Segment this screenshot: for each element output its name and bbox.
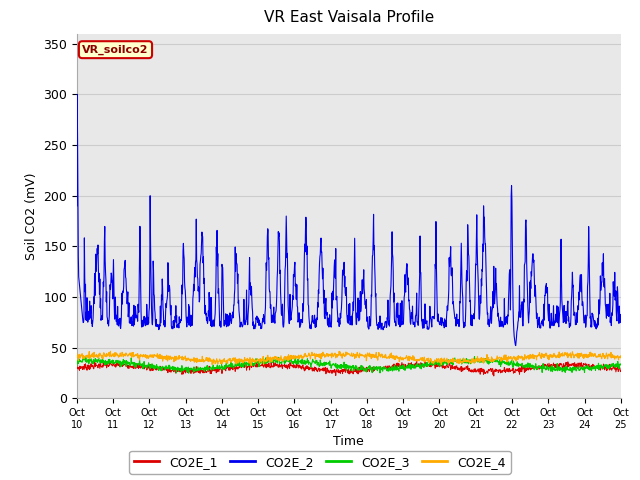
X-axis label: Time: Time <box>333 435 364 448</box>
Y-axis label: Soil CO2 (mV): Soil CO2 (mV) <box>25 172 38 260</box>
Text: VR_soilco2: VR_soilco2 <box>82 45 148 55</box>
Title: VR East Vaisala Profile: VR East Vaisala Profile <box>264 11 434 25</box>
Legend: CO2E_1, CO2E_2, CO2E_3, CO2E_4: CO2E_1, CO2E_2, CO2E_3, CO2E_4 <box>129 451 511 474</box>
